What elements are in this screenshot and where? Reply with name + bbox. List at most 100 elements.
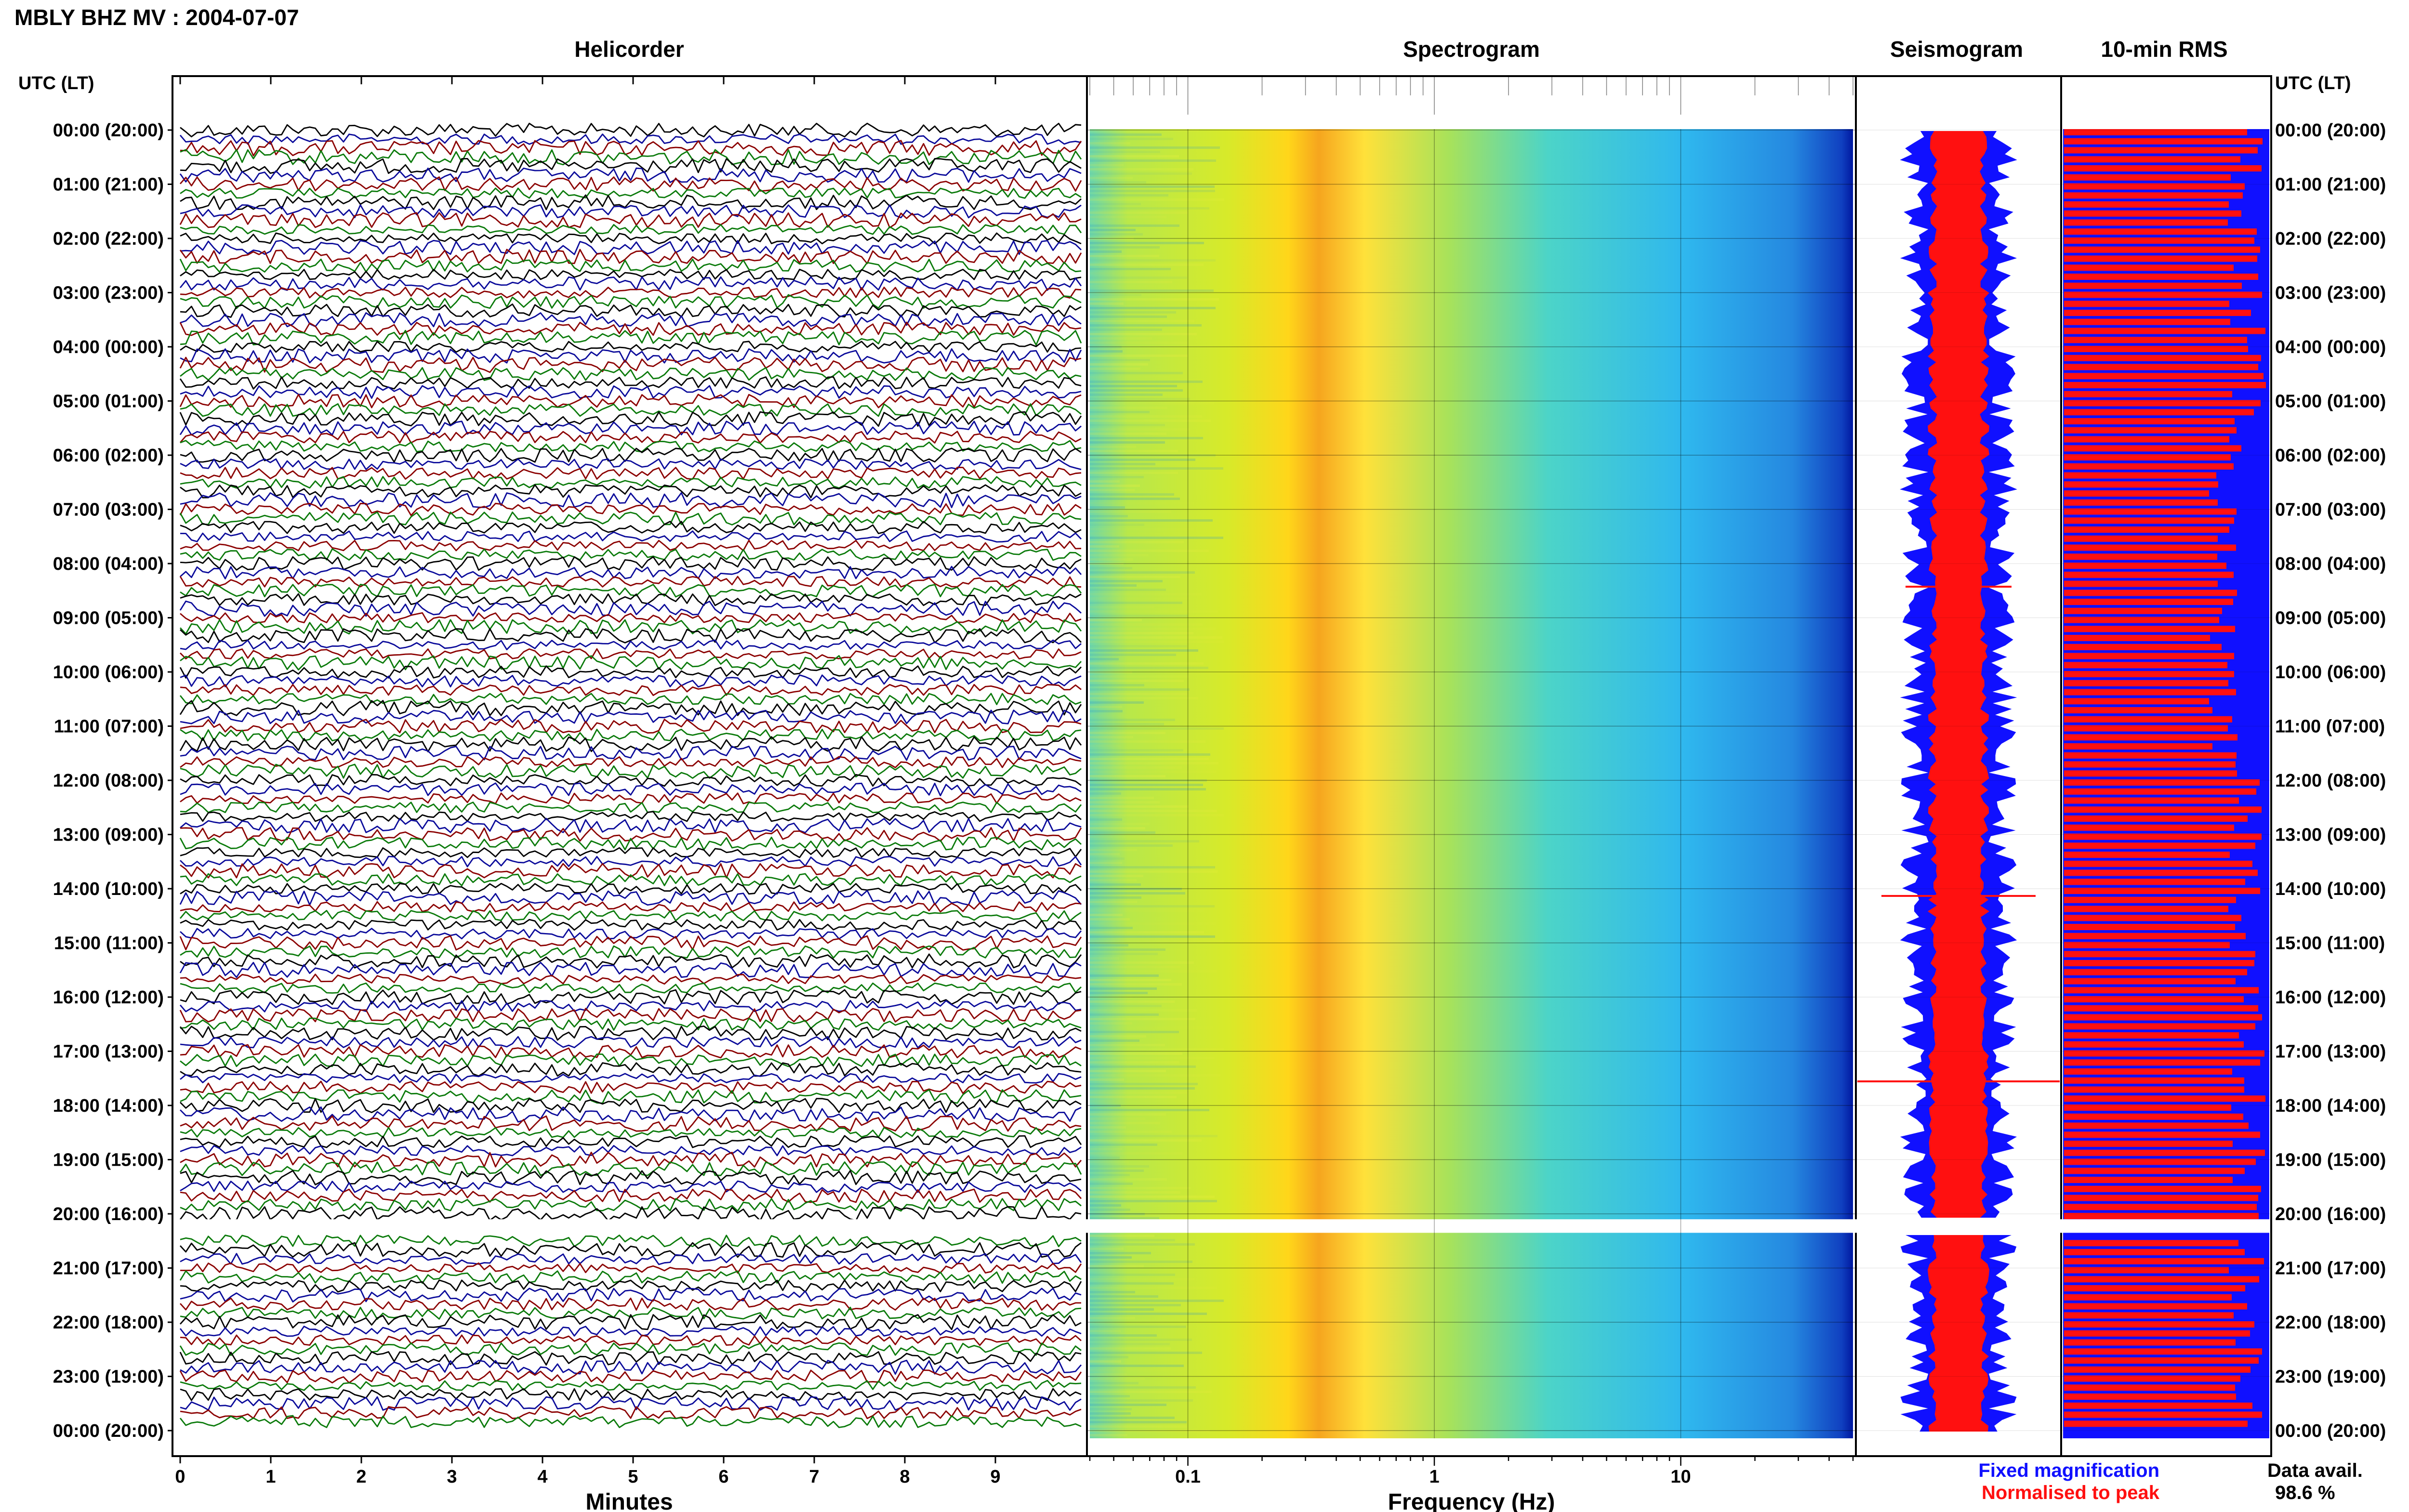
spectrogram-row-texture	[1090, 333, 1197, 335]
spectrogram-row-texture	[1090, 758, 1209, 760]
spectrogram-row-texture	[1090, 1373, 1127, 1376]
rms-bars	[2063, 129, 2269, 1438]
rms-bar	[2064, 147, 2258, 154]
spectrogram-row-texture	[1090, 1425, 1187, 1428]
rms-bar	[2064, 1086, 2244, 1093]
rms-bar	[2064, 635, 2210, 641]
spectrogram-row-texture	[1090, 1213, 1145, 1215]
spectrogram-row-texture	[1090, 779, 1207, 782]
helicorder-x-tick-label: 8	[900, 1467, 910, 1487]
rms-bar	[2064, 1158, 2256, 1165]
spectrogram-row-texture	[1090, 185, 1215, 188]
spectrogram-row-texture	[1090, 207, 1209, 210]
spectrogram-x-tick-label: 0.1	[1175, 1467, 1201, 1487]
time-tick-right: 13:00 (09:00)	[2275, 825, 2386, 845]
spectrogram-row-texture	[1090, 979, 1171, 981]
helicorder-trace	[180, 847, 1082, 858]
helicorder-trace	[180, 827, 1082, 842]
rms-bar	[2064, 734, 2237, 741]
spectrogram-row-texture	[1090, 285, 1154, 288]
spectrogram-row-texture	[1090, 159, 1216, 162]
spectrogram-row-texture	[1090, 233, 1143, 236]
helicorder-trace	[180, 268, 1082, 280]
spectrogram-row-texture	[1090, 368, 1140, 370]
spectrogram-row-texture	[1090, 558, 1133, 561]
rms-bar	[2064, 1195, 2258, 1201]
spectrogram-row-texture	[1090, 974, 1159, 977]
spectrogram-row-texture	[1090, 203, 1141, 205]
spectrogram-row-texture	[1090, 1378, 1145, 1380]
spectrogram-row-texture	[1090, 996, 1133, 999]
time-tick-left: 01:00 (21:00)	[53, 175, 164, 195]
spectrogram-row-texture	[1090, 940, 1224, 942]
spectrogram-row-texture	[1090, 1135, 1218, 1137]
spectrogram-row-texture	[1090, 259, 1216, 262]
rms-bar	[2064, 752, 2237, 759]
rms-bar	[2064, 707, 2212, 713]
spectrogram-row-texture	[1090, 1274, 1175, 1276]
time-tick-right: 11:00 (07:00)	[2275, 717, 2385, 737]
time-axis-label-right: UTC (LT)	[2275, 73, 2351, 93]
spectrogram-row-texture	[1090, 450, 1178, 452]
rms-bar	[2064, 906, 2228, 912]
helicorder-x-tick-label: 0	[175, 1467, 185, 1487]
helicorder-trace	[180, 1073, 1082, 1084]
rms-frame	[2060, 75, 2272, 1457]
time-tick-left: 19:00 (15:00)	[53, 1150, 164, 1170]
spectrogram-row-texture	[1090, 1313, 1207, 1315]
spectrogram-row-texture	[1090, 268, 1171, 270]
helicorder-trace	[180, 612, 1082, 623]
time-tick-left: 23:00 (19:00)	[53, 1367, 164, 1387]
time-tick-left: 14:00 (10:00)	[53, 879, 164, 899]
spectrogram-row-texture	[1090, 302, 1124, 305]
seismogram-envelope	[1857, 131, 2060, 1432]
spectrogram-row-texture	[1090, 346, 1122, 348]
helicorder-trace	[180, 476, 1082, 489]
rms-bar	[2064, 318, 2230, 325]
spectrogram-row-texture	[1090, 801, 1160, 803]
helicorder-trace	[180, 367, 1082, 381]
rms-bar	[2064, 463, 2234, 470]
spectrogram-row-texture	[1090, 987, 1157, 990]
spectrogram-row-texture	[1090, 853, 1120, 855]
spectrogram-row-texture	[1090, 294, 1141, 296]
rms-bar	[2064, 1141, 2233, 1147]
rms-bar	[2064, 508, 2237, 515]
helicorder-trace	[180, 719, 1082, 734]
rms-bar	[2064, 409, 2254, 416]
time-tick-right: 23:00 (19:00)	[2275, 1367, 2386, 1387]
helicorder-trace	[179, 249, 1082, 264]
spectrogram-row-texture	[1090, 1417, 1175, 1419]
spectrogram-row-texture	[1090, 680, 1184, 682]
rms-bar	[2064, 1204, 2257, 1210]
spectrogram-row-texture	[1090, 1174, 1130, 1176]
spectrogram-row-texture	[1090, 623, 1203, 626]
spectrogram-row-texture	[1090, 1087, 1195, 1090]
spectrogram-panel	[1086, 75, 1857, 1457]
spectrogram-row-texture	[1090, 1256, 1132, 1259]
rms-bar	[2064, 671, 2234, 677]
helicorder-trace	[180, 158, 1082, 174]
spectrogram-row-texture	[1090, 224, 1179, 227]
helicorder-trace	[180, 385, 1082, 399]
helicorder-trace	[180, 440, 1082, 453]
rms-bar	[2064, 590, 2237, 596]
spectrogram-row-texture	[1090, 1113, 1166, 1116]
spectrogram-row-texture	[1090, 953, 1158, 955]
helicorder-trace	[180, 1188, 1082, 1203]
spectrogram-row-texture	[1090, 688, 1190, 691]
spectrogram-row-texture	[1090, 879, 1137, 881]
helicorder-trace	[180, 1334, 1082, 1346]
rms-bar	[2064, 1023, 2255, 1030]
hour-gridlines	[168, 129, 2271, 1432]
rms-bar	[2064, 1050, 2264, 1057]
rms-bar	[2064, 1168, 2245, 1174]
rms-bar	[2064, 933, 2246, 939]
rms-bar	[2064, 219, 2228, 226]
rms-bar	[2064, 824, 2234, 831]
time-tick-left: 10:00 (06:00)	[53, 662, 164, 683]
rms-bar	[2064, 400, 2261, 407]
spectrogram-row-texture	[1090, 337, 1152, 340]
helicorder-trace	[180, 863, 1082, 879]
spectrogram-row-texture	[1090, 866, 1215, 868]
